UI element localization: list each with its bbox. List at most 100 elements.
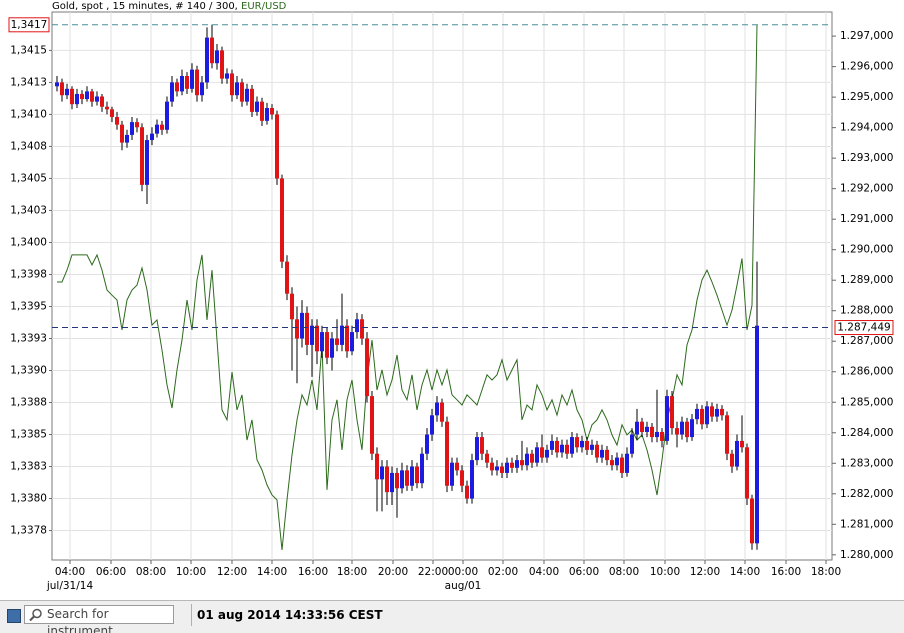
candle-body <box>645 426 649 432</box>
candle-body <box>555 440 559 453</box>
y-tick-label: 1,3403 <box>10 204 47 216</box>
x-tick-label: 16:00 <box>298 566 328 578</box>
candle-body <box>145 140 149 185</box>
candle-body <box>315 325 319 352</box>
candle-body <box>535 447 539 463</box>
menu-icon[interactable] <box>7 609 21 623</box>
x-tick-label: 06:00 <box>569 566 599 578</box>
candle-body <box>565 444 569 454</box>
candle-body <box>295 319 299 339</box>
y-tick-label: 1,3395 <box>10 300 47 312</box>
candle-body <box>425 434 429 454</box>
candle-body <box>610 460 614 466</box>
candle-body <box>395 472 399 489</box>
candle-body <box>270 108 274 115</box>
candle-body <box>640 421 644 432</box>
candle-body <box>250 88 254 112</box>
candle-body <box>370 396 374 454</box>
candle-body <box>70 88 74 105</box>
candle-body <box>285 261 289 294</box>
candle-body <box>325 332 329 358</box>
candle-body <box>415 466 419 484</box>
x-tick-label: 16:00 <box>771 566 801 578</box>
candle-body <box>120 124 124 143</box>
candle-body <box>615 457 619 466</box>
candle-body <box>300 312 304 339</box>
candle-body <box>460 470 464 486</box>
candle-body <box>705 406 709 425</box>
candle-body <box>185 76 189 89</box>
x-tick-label: 10:00 <box>176 566 206 578</box>
candle-body <box>755 325 759 544</box>
candle-body <box>435 402 439 416</box>
candle-body <box>290 293 294 320</box>
candle-body <box>440 402 444 422</box>
candle-body <box>340 325 344 345</box>
search-placeholder: Search for instrument <box>47 607 113 633</box>
candle-body <box>455 462 459 471</box>
candle-body <box>680 421 684 435</box>
y-tick-label: 1,3400 <box>10 236 47 248</box>
candle-body <box>520 460 524 466</box>
candle-body <box>275 114 279 179</box>
candle-body <box>190 69 194 89</box>
y2-tick-label: 1.286,000 <box>840 366 893 378</box>
candle-body <box>450 462 454 486</box>
candle-body <box>365 338 369 397</box>
candle-body <box>375 453 379 480</box>
candle-body <box>380 466 384 480</box>
candle-body <box>410 466 414 486</box>
candle-body <box>125 134 129 143</box>
candle-body <box>540 447 544 458</box>
candle-body <box>485 453 489 463</box>
y-tick-label: 1,3385 <box>10 429 47 441</box>
x-tick-label: 00:00 <box>448 566 478 578</box>
price-marker-label: 1,3417 <box>11 19 48 31</box>
candle-body <box>720 408 724 416</box>
x-tick-label: 18:00 <box>811 566 841 578</box>
candle-body <box>750 498 754 544</box>
y2-tick-label: 1.285,000 <box>840 396 893 408</box>
candle-body <box>665 396 669 441</box>
y2-tick-label: 1.280,000 <box>840 549 893 561</box>
chart-title: Gold, spot , 15 minutes, # 140 / 300, EU… <box>52 1 287 12</box>
candle-body <box>675 428 679 435</box>
chart: Gold, spot , 15 minutes, # 140 / 300, EU… <box>8 1 894 592</box>
y2-tick-label: 1.289,000 <box>840 274 893 286</box>
candle-body <box>490 462 494 471</box>
separator <box>191 604 192 626</box>
y2-tick-label: 1.297,000 <box>840 30 893 42</box>
candle-body <box>740 440 744 448</box>
candle-body <box>670 396 674 429</box>
candle-body <box>65 88 69 96</box>
candle-body <box>240 82 244 102</box>
candle-body <box>95 96 99 102</box>
candle-body <box>445 421 449 486</box>
candle-body <box>530 453 534 463</box>
y-tick-label: 1,3388 <box>10 397 47 409</box>
candle-body <box>715 408 719 417</box>
y2-tick-label: 1.296,000 <box>840 61 893 73</box>
y2-tick-label: 1.281,000 <box>840 518 893 530</box>
candle-body <box>150 133 154 141</box>
y-tick-label: 1,3408 <box>10 140 47 152</box>
y-tick-label: 1,3383 <box>10 461 47 473</box>
candle-body <box>180 76 184 92</box>
candle-body <box>500 466 504 473</box>
candle-body <box>620 457 624 473</box>
candle-body <box>105 106 109 110</box>
candle-body <box>385 466 389 493</box>
price-marker-box <box>8 17 50 33</box>
y2-tick-label: 1.283,000 <box>840 457 893 469</box>
candle-body <box>560 444 564 453</box>
search-box[interactable]: Search for instrument <box>24 605 174 633</box>
candle-body <box>310 325 314 345</box>
x-tick-label: 22:00 <box>418 566 448 578</box>
candle-body <box>470 460 474 499</box>
candle-body <box>650 426 654 438</box>
candle-body <box>170 82 174 102</box>
y-tick-label: 1,3393 <box>10 332 47 344</box>
y2-tick-label: 1.284,000 <box>840 427 893 439</box>
candle-body <box>205 37 209 83</box>
candle-body <box>515 460 519 468</box>
